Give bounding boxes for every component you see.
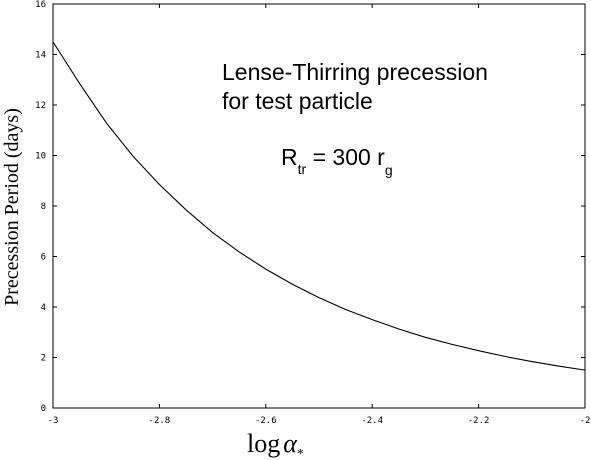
y-tick-label: 6	[41, 253, 46, 263]
y-tick-label: 2	[41, 354, 46, 364]
x-axis-label: log α*	[247, 429, 304, 460]
x-tick-label: -3	[48, 416, 59, 426]
x-tick-label: -2.6	[255, 416, 277, 426]
y-tick-label: 12	[35, 101, 46, 111]
tick-marks	[52, 3, 586, 409]
rtr-main: R	[281, 144, 298, 170]
x-label-symbol: α	[283, 429, 298, 458]
series-line	[52, 41, 586, 371]
annotation-rtr: Rtr = 300 rg	[281, 144, 393, 178]
y-tick-label: 10	[35, 152, 46, 162]
x-label-main: log	[247, 429, 280, 458]
rtr-sub: tr	[298, 161, 307, 177]
x-tick-label: -2.2	[468, 416, 490, 426]
annotation-title-line1: Lense-Thirring precession	[222, 59, 488, 85]
x-tick-label: -2	[580, 416, 591, 426]
y-tick-label: 4	[41, 303, 46, 313]
y-tick-label: 14	[35, 51, 46, 61]
x-tick-label: -2.8	[149, 416, 171, 426]
annotation-title-line2: for test particle	[222, 88, 373, 114]
tick-labels: -3 -2.8 -2.6 -2.4 -2.2 -2 0 2 4 6 8 10 12 14 16	[35, 0, 590, 426]
rtr-eq: = 300 r	[306, 144, 385, 170]
x-label-subscript: *	[297, 447, 304, 460]
rtr-g: g	[385, 162, 393, 178]
x-tick-label: -2.4	[361, 416, 383, 426]
y-axis-label: Precession Period (days)	[1, 108, 23, 306]
y-tick-label: 8	[41, 202, 46, 212]
y-tick-label: 0	[41, 404, 46, 414]
y-tick-label: 16	[35, 0, 46, 10]
